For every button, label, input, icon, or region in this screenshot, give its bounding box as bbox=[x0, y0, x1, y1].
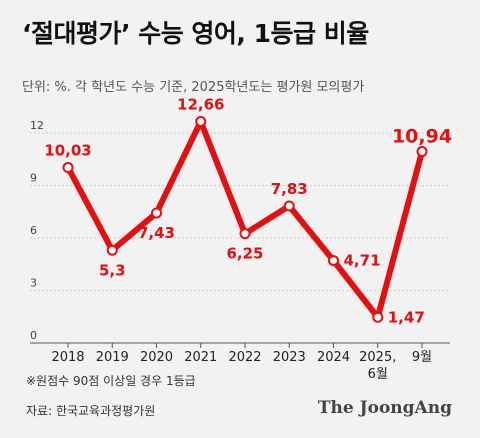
data-label: 1,47 bbox=[388, 308, 425, 326]
x-tick-label: 2022 bbox=[228, 350, 261, 365]
x-tick-label: 6월 bbox=[368, 367, 388, 382]
y-tick-label: 3 bbox=[30, 277, 37, 290]
footnote: ※원점수 90점 이상일 경우 1등급 bbox=[26, 374, 196, 388]
data-point bbox=[372, 311, 384, 323]
data-label: 6,25 bbox=[226, 245, 263, 263]
x-tick-label: 2024 bbox=[317, 350, 350, 365]
chart-title: ‘절대평가’ 수능 영어, 1등급 비율 bbox=[22, 19, 369, 48]
data-label: 5,3 bbox=[99, 261, 126, 279]
data-label: 4,71 bbox=[344, 252, 381, 270]
data-point bbox=[195, 115, 207, 127]
y-tick-label: 12 bbox=[30, 119, 44, 132]
data-point bbox=[416, 146, 428, 158]
data-point bbox=[283, 200, 295, 212]
x-tick-label: 2025, bbox=[359, 350, 396, 365]
y-tick-label: 9 bbox=[30, 172, 37, 185]
x-tick-label: 9월 bbox=[412, 350, 432, 365]
data-point bbox=[239, 228, 251, 240]
data-label: 10,94 bbox=[392, 126, 452, 148]
series-line bbox=[65, 118, 425, 321]
brand-logo: The JoongAng bbox=[317, 398, 452, 418]
data-point bbox=[328, 255, 339, 267]
data-label: 7,43 bbox=[138, 224, 175, 242]
data-point bbox=[106, 244, 118, 256]
chart-subtitle: 단위: %. 각 학년도 수능 기준, 2025학년도는 평가원 모의평가 bbox=[22, 80, 365, 95]
data-point bbox=[62, 161, 74, 173]
source-credit: 자료: 한국교육과정평가원 bbox=[26, 404, 156, 418]
data-label: 10,03 bbox=[44, 141, 91, 159]
x-tick-label: 2023 bbox=[273, 350, 306, 365]
data-label: 12,66 bbox=[177, 95, 224, 113]
x-tick-label: 2018 bbox=[51, 350, 84, 365]
x-tick-label: 2019 bbox=[96, 350, 129, 365]
y-tick-label: 6 bbox=[30, 224, 37, 237]
x-tick-label: 2020 bbox=[140, 350, 173, 365]
data-point bbox=[151, 207, 162, 219]
x-tick-label: 2021 bbox=[184, 350, 217, 365]
data-label: 7,83 bbox=[271, 180, 308, 198]
y-tick-label: 0 bbox=[30, 329, 37, 342]
